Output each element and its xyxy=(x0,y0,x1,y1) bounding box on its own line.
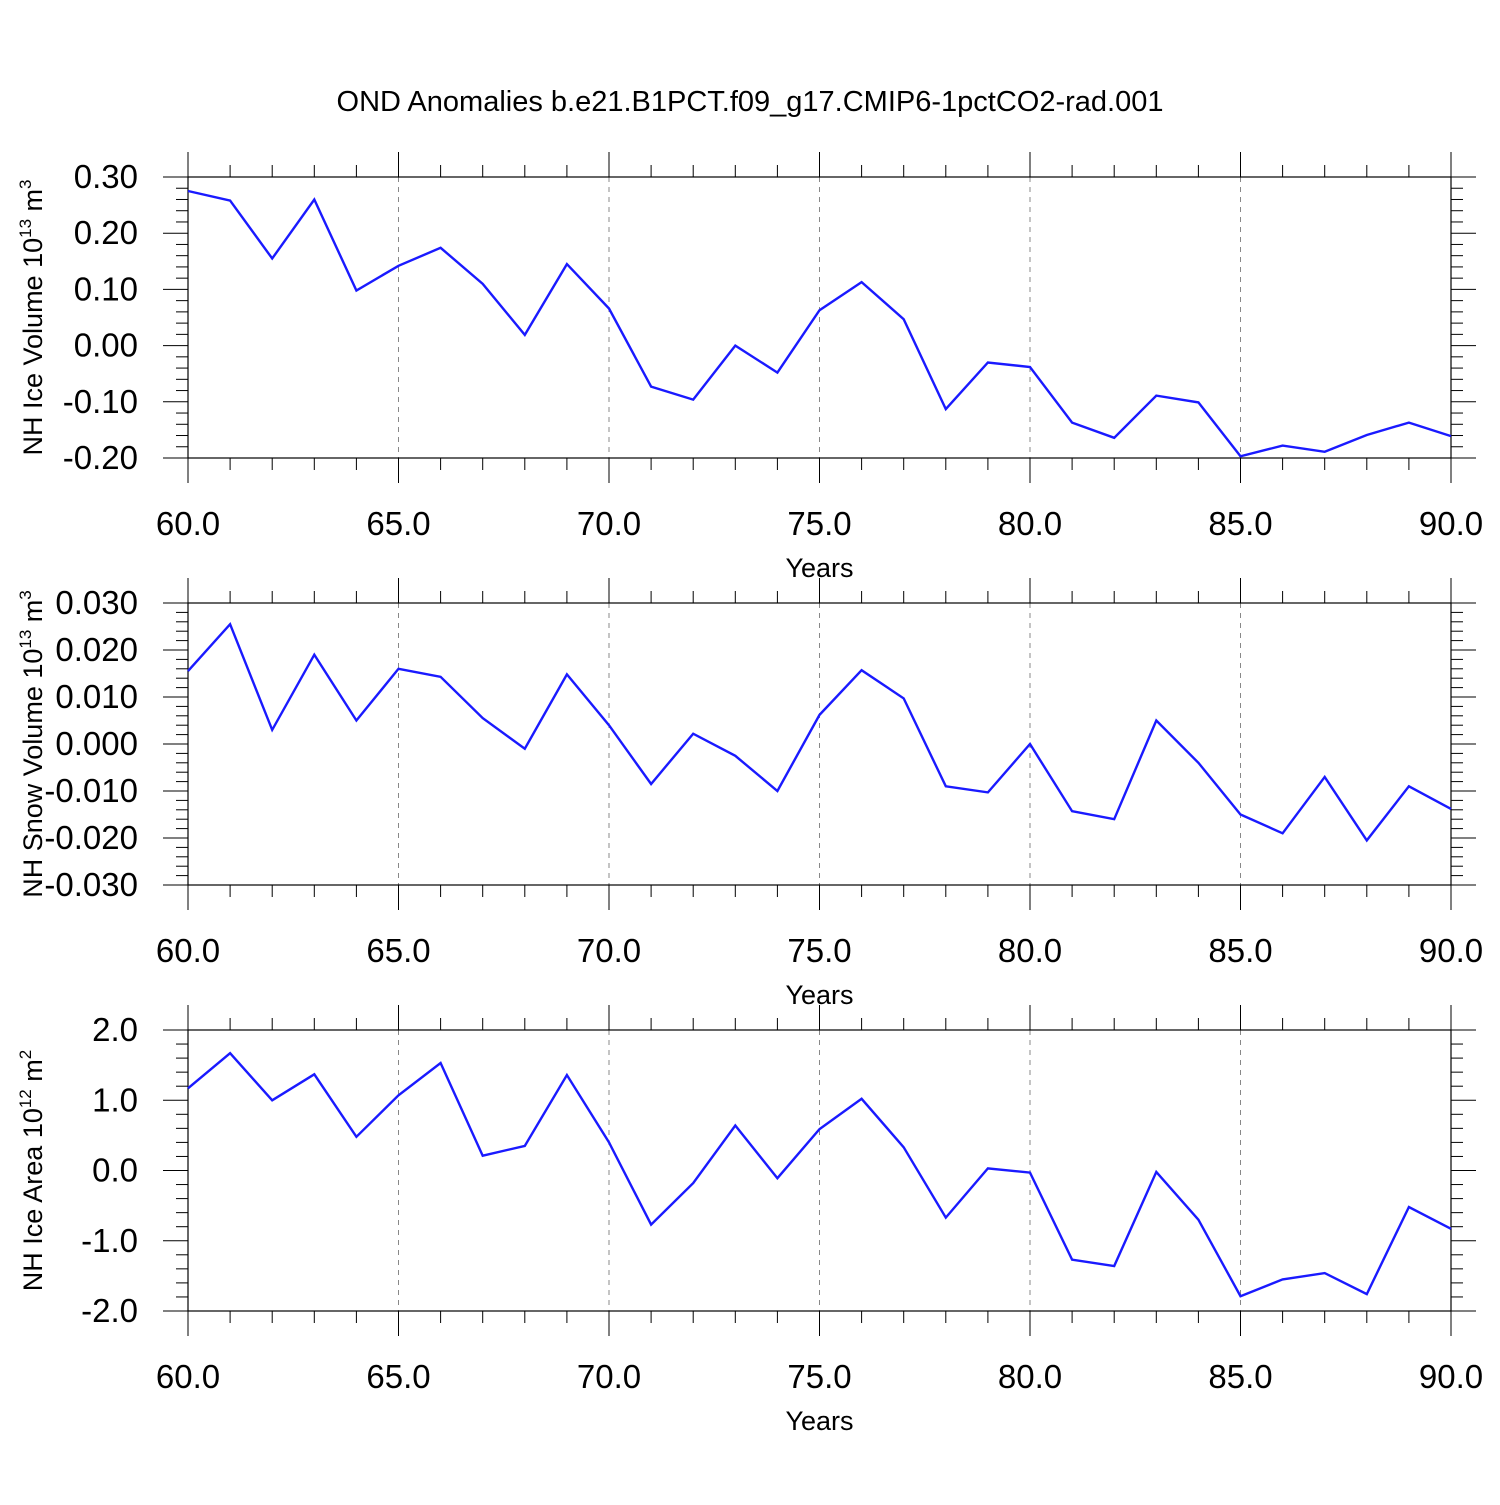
chart-panel-1: 60.0 65.0 70.0 75.0 80.0 85.0 90.0 -0.20 -0.10 0.… xyxy=(16,152,1483,583)
x-tick-label: 85.0 xyxy=(1208,1358,1272,1395)
x-tick-label: 85.0 xyxy=(1208,505,1272,542)
y-tick-label: -1.0 xyxy=(81,1222,138,1259)
x-tick-label: 80.0 xyxy=(998,1358,1062,1395)
x-tick-label: 65.0 xyxy=(366,505,430,542)
x-tick-label: 90.0 xyxy=(1419,932,1483,969)
y-axis-label: NH Snow Volume 1013 m3 xyxy=(16,590,48,898)
x-tick-label: 90.0 xyxy=(1419,505,1483,542)
y-tick-label: 2.0 xyxy=(92,1011,138,1048)
x-tick-label: 80.0 xyxy=(998,932,1062,969)
y-tick-label: -0.20 xyxy=(63,439,138,476)
x-tick-label: 60.0 xyxy=(156,932,220,969)
x-tick-label: 70.0 xyxy=(577,1358,641,1395)
y-tick-label: 0.000 xyxy=(55,725,138,762)
x-tick-label: 80.0 xyxy=(998,505,1062,542)
y-tick-label: 1.0 xyxy=(92,1081,138,1118)
y-tick-label: 0.020 xyxy=(55,631,138,668)
y-tick-label: 0.010 xyxy=(55,678,138,715)
y-tick-label: 0.0 xyxy=(92,1152,138,1189)
y-axis-label: NH Ice Volume 1013 m3 xyxy=(16,180,48,456)
x-tick-label: 90.0 xyxy=(1419,1358,1483,1395)
chart-panel-2: 60.0 65.0 70.0 75.0 80.0 85.0 90.0 -0.030 -0.020… xyxy=(16,578,1483,1010)
y-tick-label: 0.20 xyxy=(74,214,138,251)
x-tick-label: 85.0 xyxy=(1208,932,1272,969)
y-tick-label: 0.00 xyxy=(74,327,138,364)
chart-panel-3: 60.0 65.0 70.0 75.0 80.0 85.0 90.0 -2.0 -1.0 0.0 1… xyxy=(16,1005,1483,1436)
y-tick-label: -0.10 xyxy=(63,383,138,420)
x-tick-label: 75.0 xyxy=(787,932,851,969)
y-tick-label: 0.30 xyxy=(74,158,138,195)
y-tick-label: 0.10 xyxy=(74,270,138,307)
x-tick-label: 65.0 xyxy=(366,932,430,969)
x-tick-label: 70.0 xyxy=(577,505,641,542)
x-tick-label: 60.0 xyxy=(156,505,220,542)
x-tick-label: 65.0 xyxy=(366,1358,430,1395)
x-tick-label: 75.0 xyxy=(787,505,851,542)
y-tick-label: -0.030 xyxy=(44,866,138,903)
y-tick-label: 0.030 xyxy=(55,584,138,621)
x-tick-label: 60.0 xyxy=(156,1358,220,1395)
x-axis-label: Years xyxy=(785,1406,853,1436)
x-tick-label: 75.0 xyxy=(787,1358,851,1395)
y-axis-label: NH Ice Area 1012 m2 xyxy=(16,1050,48,1291)
y-tick-label: -2.0 xyxy=(81,1292,138,1329)
x-tick-label: 70.0 xyxy=(577,932,641,969)
y-tick-label: -0.020 xyxy=(44,819,138,856)
y-tick-label: -0.010 xyxy=(44,772,138,809)
figure-title: OND Anomalies b.e21.B1PCT.f09_g17.CMIP6-… xyxy=(0,86,1500,119)
